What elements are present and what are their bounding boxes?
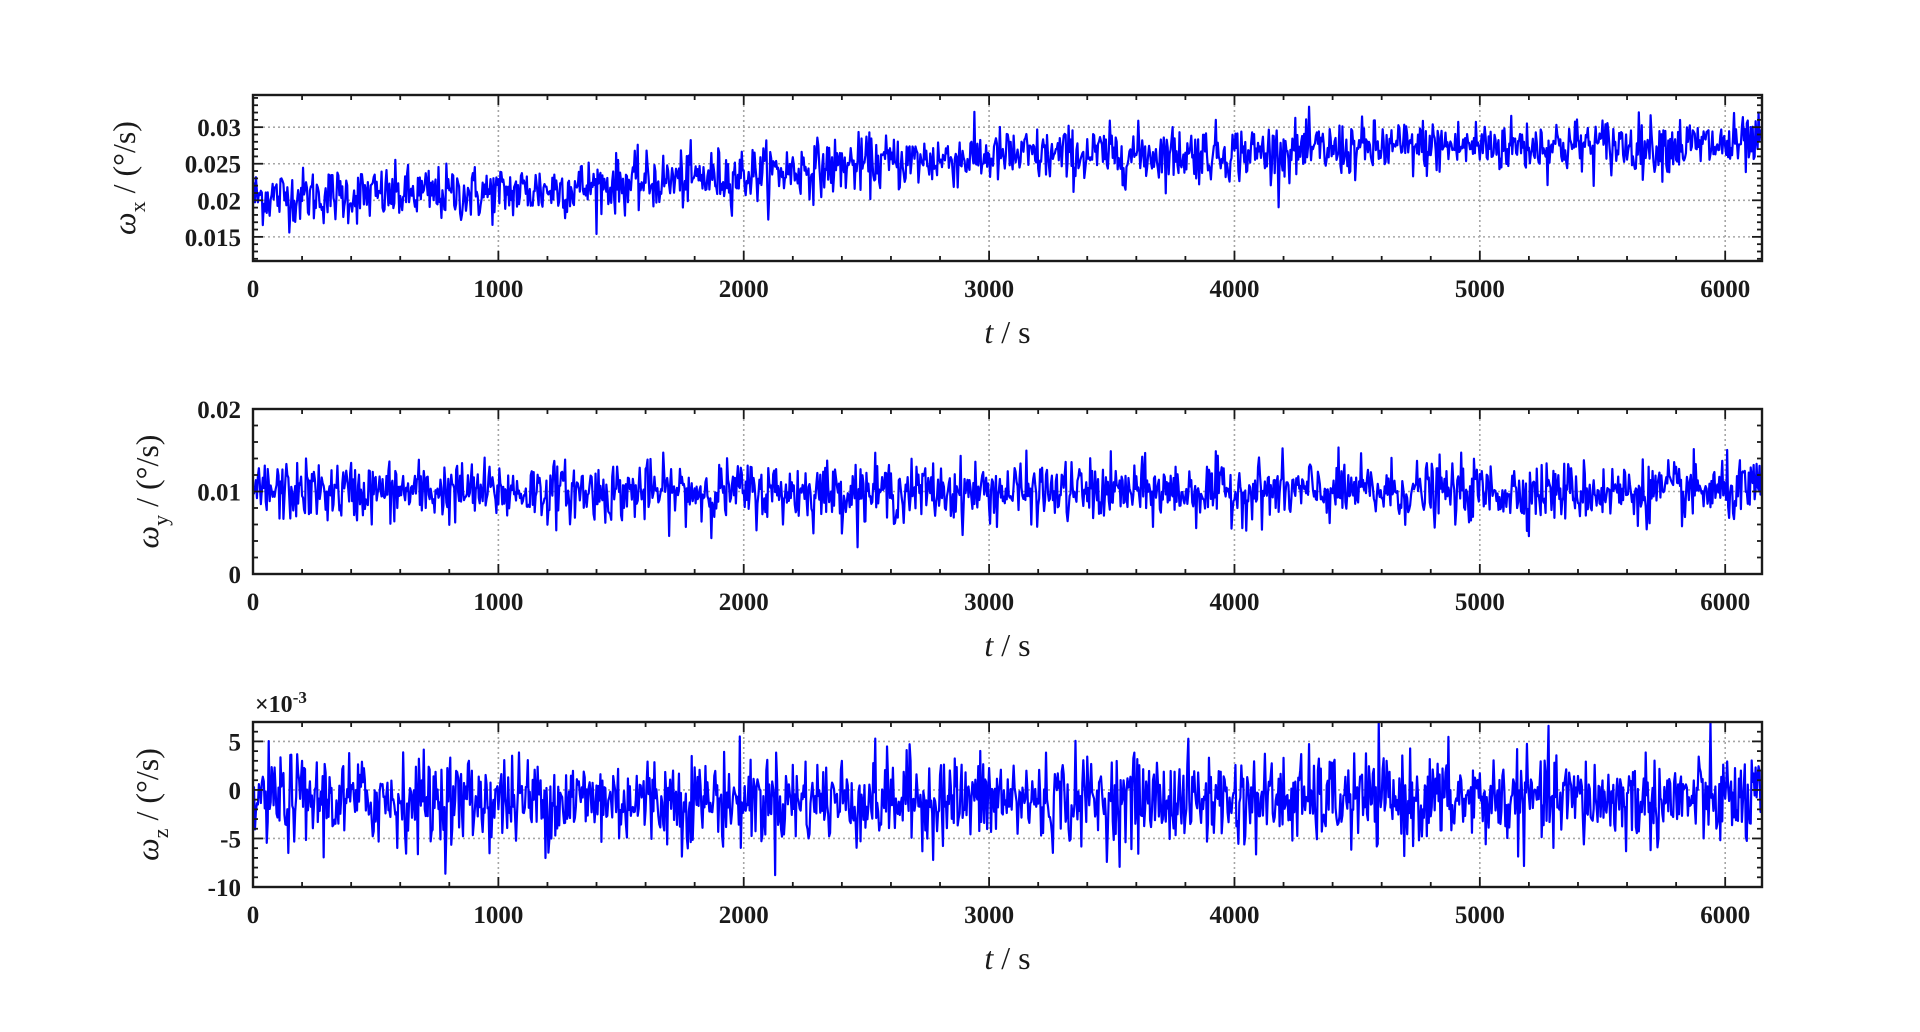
y-tick-label: 0.02 (197, 188, 241, 215)
y-tick-label: 0.025 (185, 152, 241, 179)
axes-frame (251, 720, 1764, 889)
x-tick-label: 0 (247, 276, 260, 303)
panels: 0 1000 2000 3000 4000 5000 60000.0150.020.0250… (106, 93, 1764, 976)
y-exponent-label: ×10-3 (255, 688, 307, 718)
y-tick-label: -10 (208, 875, 241, 902)
x-tick-label: 5000 (1455, 589, 1505, 616)
x-tick-label: 2000 (719, 589, 769, 616)
y-tick-label: 5 (229, 729, 242, 756)
x-tick-label: 0 (247, 902, 260, 929)
x-axis-label: t / s (984, 314, 1030, 350)
x-tick-label: 4000 (1209, 902, 1259, 929)
y-tick-label: 0 (229, 778, 242, 805)
chart-panel-3: 0 1000 2000 3000 4000 5000 6000 -10 -5 0 5 t / s ωz … (129, 688, 1764, 976)
x-tick-label: 2000 (719, 902, 769, 929)
y-tick-label: 0 (229, 562, 242, 589)
y-axis-label: ωz / (°/s) (129, 748, 173, 861)
x-tick-label: 6000 (1700, 902, 1750, 929)
x-tick-label: 3000 (964, 902, 1014, 929)
y-tick-label: 0.015 (185, 225, 241, 252)
x-tick-label: 5000 (1455, 276, 1505, 303)
y-tick-label: 0.02 (197, 397, 241, 424)
y-axis-label: ωx / (°/s) (106, 121, 150, 235)
chart-panel-1: 0 1000 2000 3000 4000 5000 6000 0.015 0.02 0.025 0… (106, 93, 1764, 350)
x-tick-label: 6000 (1700, 276, 1750, 303)
y-tick-label: 0.03 (197, 115, 241, 142)
x-axis-label: t / s (984, 940, 1030, 976)
series-line (253, 105, 1762, 236)
x-tick-label: 5000 (1455, 902, 1505, 929)
series-line (253, 722, 1762, 877)
x-tick-label: 4000 (1209, 589, 1259, 616)
chart-panel-2: 0 1000 2000 3000 4000 5000 6000 0 0.01 0.02 t / s ω… (129, 397, 1764, 663)
x-tick-label: 6000 (1700, 589, 1750, 616)
y-tick-label: -5 (220, 826, 241, 853)
y-axis-label: ωy / (°/s) (129, 435, 173, 549)
x-tick-label: 2000 (719, 276, 769, 303)
x-tick-label: 1000 (473, 589, 523, 616)
x-tick-label: 1000 (473, 276, 523, 303)
x-tick-label: 1000 (473, 902, 523, 929)
x-axis-label: t / s (984, 627, 1030, 663)
x-tick-label: 0 (247, 589, 260, 616)
series-line (253, 446, 1762, 549)
y-tick-label: 0.01 (197, 480, 241, 507)
x-tick-label: 3000 (964, 589, 1014, 616)
x-tick-label: 3000 (964, 276, 1014, 303)
x-tick-label: 4000 (1209, 276, 1259, 303)
